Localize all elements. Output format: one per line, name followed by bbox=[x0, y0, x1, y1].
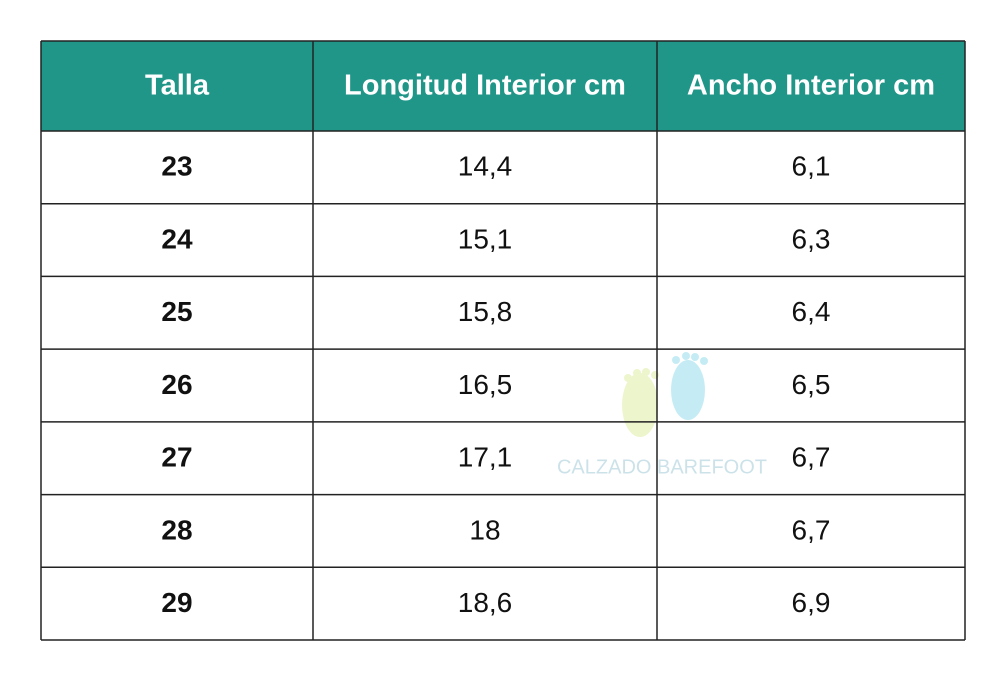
size-cell: 28 bbox=[161, 514, 192, 545]
size-cell: 26 bbox=[161, 369, 192, 400]
measure-cell: 6,7 bbox=[792, 442, 831, 473]
size-cell: 29 bbox=[161, 587, 192, 618]
measure-cell: 14,4 bbox=[458, 151, 513, 182]
measure-cell: 18 bbox=[469, 514, 500, 545]
measure-cell: 6,4 bbox=[792, 296, 831, 327]
header-background bbox=[41, 41, 965, 131]
measure-cell: 17,1 bbox=[458, 442, 513, 473]
header-cell: Talla bbox=[145, 70, 210, 102]
measure-cell: 15,1 bbox=[458, 223, 513, 254]
watermark-logo: CALZADO BAREFOOT bbox=[557, 352, 767, 478]
size-cell: 24 bbox=[161, 223, 193, 254]
measure-cell: 18,6 bbox=[458, 587, 513, 618]
size-cell: 23 bbox=[161, 151, 192, 182]
measure-cell: 6,7 bbox=[792, 514, 831, 545]
measure-cell: 6,3 bbox=[792, 223, 831, 254]
measure-cell: 15,8 bbox=[458, 296, 513, 327]
measure-cell: 6,9 bbox=[792, 587, 831, 618]
watermark-text: CALZADO BAREFOOT bbox=[557, 456, 767, 478]
measure-cell: 16,5 bbox=[458, 369, 513, 400]
size-cell: 25 bbox=[161, 296, 192, 327]
size-cell: 27 bbox=[161, 442, 192, 473]
measure-cell: 6,5 bbox=[792, 369, 831, 400]
header-cell: Longitud Interior cm bbox=[344, 70, 626, 102]
measure-cell: 6,1 bbox=[792, 151, 831, 182]
header-cell: Ancho Interior cm bbox=[687, 70, 935, 102]
